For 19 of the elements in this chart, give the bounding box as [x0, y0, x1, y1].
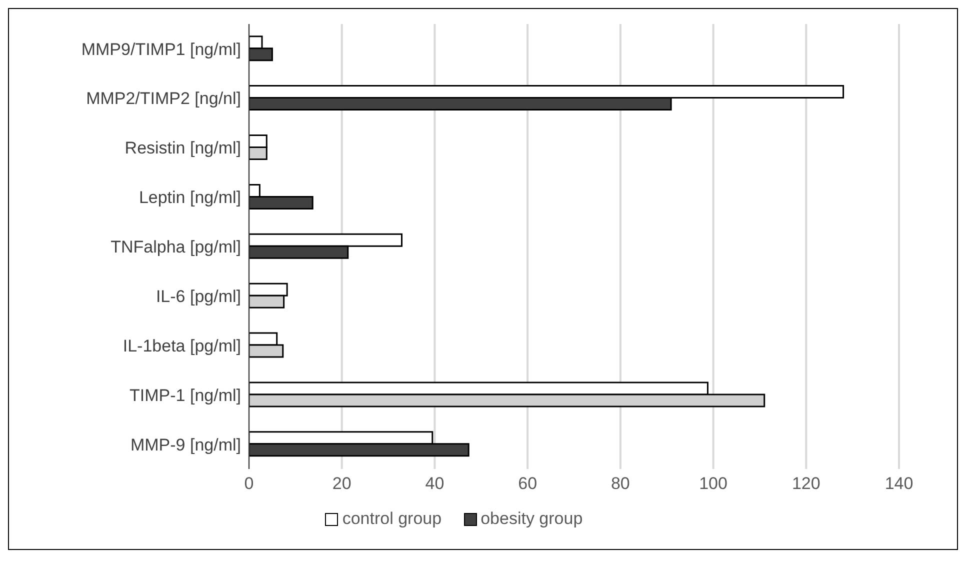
- x-tick-label: 140: [884, 474, 914, 494]
- x-tick-label: 100: [699, 474, 728, 494]
- legend-label: obesity group: [480, 509, 583, 529]
- y-tick-label: MMP9/TIMP1 [ng/ml]: [81, 40, 241, 59]
- x-tick-label: 40: [425, 474, 444, 494]
- x-tick-label: 60: [518, 474, 538, 494]
- x-tick-label: 20: [332, 474, 352, 494]
- legend-label: control group: [341, 509, 442, 529]
- x-tick-label: 0: [244, 474, 254, 494]
- x-tick-label: 80: [610, 474, 630, 494]
- y-tick-label: IL-6 [pg/ml]: [156, 286, 241, 306]
- y-tick-label: TNFalpha [pg/ml]: [110, 238, 241, 257]
- x-tick-label: 120: [792, 474, 820, 494]
- y-tick-label: MMP2/TIMP2 [ng/nl]: [86, 89, 241, 108]
- y-tick-label: TIMP-1 [ng/ml]: [130, 386, 241, 405]
- y-tick-label: IL-1beta [pg/ml]: [122, 336, 241, 356]
- y-tick-label: Leptin [ng/ml]: [138, 188, 241, 208]
- y-tick-label: MMP-9 [ng/ml]: [130, 435, 241, 454]
- y-tick-label: Resistin [ng/ml]: [124, 138, 241, 158]
